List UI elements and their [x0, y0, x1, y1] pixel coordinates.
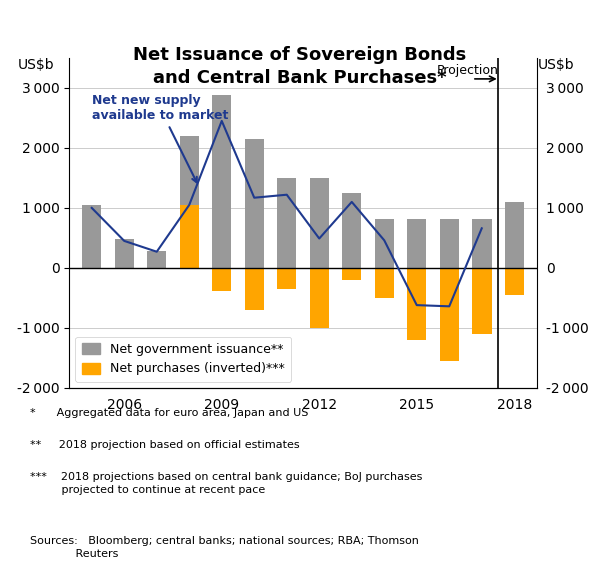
Text: Net Issuance of Sovereign Bonds
and Central Bank Purchases*: Net Issuance of Sovereign Bonds and Cent… [133, 46, 467, 86]
Bar [212, 95, 232, 268]
Bar [277, 268, 296, 289]
Bar [245, 139, 264, 268]
Bar [374, 219, 394, 268]
Bar [342, 268, 361, 280]
Bar [82, 205, 101, 268]
Text: ***    2018 projections based on central bank guidance; BoJ purchases
         p: *** 2018 projections based on central ba… [30, 472, 422, 495]
Bar [407, 219, 427, 268]
Bar [310, 268, 329, 328]
Bar [342, 193, 361, 268]
Bar [472, 219, 491, 268]
Text: US$b: US$b [538, 58, 574, 72]
Text: **     2018 projection based on official estimates: ** 2018 projection based on official est… [30, 440, 299, 450]
Bar [505, 268, 524, 295]
Bar [439, 268, 459, 361]
Bar [245, 268, 264, 310]
Bar [147, 251, 166, 268]
Bar [310, 178, 329, 268]
Bar [179, 136, 199, 268]
Bar [407, 268, 427, 340]
Bar [374, 268, 394, 298]
Bar [212, 268, 232, 291]
Text: US$b: US$b [17, 58, 54, 72]
Bar [277, 178, 296, 268]
Bar [179, 205, 199, 268]
Text: *      Aggregated data for euro area, Japan and US: * Aggregated data for euro area, Japan a… [30, 408, 308, 418]
Text: Net new supply
available to market: Net new supply available to market [92, 94, 228, 182]
Bar [472, 268, 491, 334]
Text: Sources:   Bloomberg; central banks; national sources; RBA; Thomson
            : Sources: Bloomberg; central banks; natio… [30, 536, 419, 559]
Legend: Net government issuance**, Net purchases (inverted)***: Net government issuance**, Net purchases… [75, 337, 291, 382]
Bar [115, 239, 134, 268]
Bar [505, 202, 524, 268]
Text: Projection: Projection [436, 64, 498, 77]
Bar [439, 219, 459, 268]
